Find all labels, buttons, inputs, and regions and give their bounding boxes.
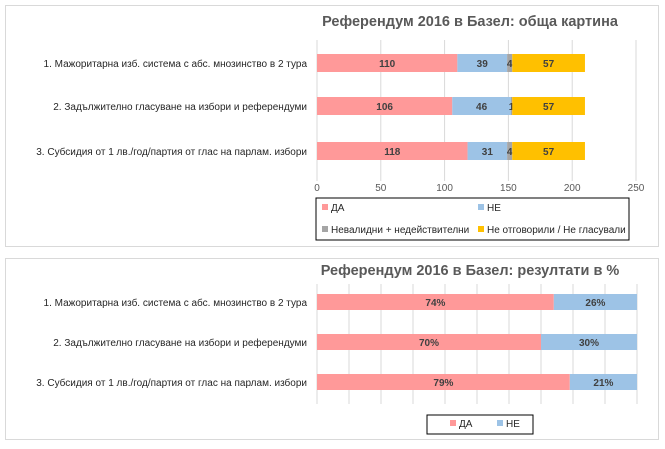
category-label: 2. Задължително гласуване на избори и ре…	[53, 101, 307, 113]
x-tick-label: 100	[436, 183, 453, 194]
bar-segment	[317, 142, 468, 160]
data-label: 70%	[419, 338, 439, 349]
data-label: 106	[376, 102, 393, 113]
legend-label: НЕ	[487, 203, 501, 214]
legend-swatch	[450, 420, 456, 426]
data-label: 21%	[593, 378, 613, 389]
bar-segment	[452, 97, 511, 115]
legend-swatch	[322, 204, 328, 210]
data-label: 30%	[579, 338, 599, 349]
data-label: 57	[543, 102, 555, 113]
legend-swatch	[322, 226, 328, 232]
legend-box	[315, 197, 630, 241]
legend-swatch	[497, 420, 503, 426]
bar-segment	[317, 374, 570, 390]
x-tick-label: 0	[314, 183, 320, 194]
category-label: 3. Субсидия от 1 лв./год/партия от глас …	[36, 146, 307, 158]
bar-segment	[569, 374, 637, 390]
bar-segment	[317, 294, 554, 310]
data-label: 26%	[585, 298, 605, 309]
data-label: 57	[543, 147, 555, 158]
data-label: 110	[379, 59, 396, 70]
x-tick-label: 150	[500, 183, 517, 194]
bar-segment	[317, 334, 541, 350]
bar-segment	[512, 97, 585, 115]
category-label: 1. Мажоритарна изб. система с абс. мнози…	[44, 297, 308, 309]
chart-title: Референдум 2016 в Базел: резултати в %	[321, 263, 620, 279]
x-tick-label: 50	[375, 183, 387, 194]
data-label: 39	[477, 59, 489, 70]
data-label: 74%	[425, 298, 445, 309]
bar-segment	[510, 97, 513, 115]
legend-swatch	[478, 204, 484, 210]
category-label: 3. Субсидия от 1 лв./год/партия от глас …	[36, 377, 307, 389]
chart-panel-overall	[5, 5, 659, 247]
bar-segment	[317, 97, 453, 115]
category-label: 2. Задължително гласуване на избори и ре…	[53, 337, 307, 349]
legend-label: Не отговорили / Не гласували	[487, 225, 626, 236]
data-label: 4	[507, 147, 513, 158]
bar-segment	[507, 54, 513, 72]
bar-segment	[467, 142, 508, 160]
bar-segment	[317, 54, 458, 72]
data-label: 79%	[433, 378, 453, 389]
data-label: 118	[384, 147, 401, 158]
bar-segment	[553, 294, 637, 310]
legend-swatch	[478, 226, 484, 232]
x-tick-label: 200	[564, 183, 581, 194]
chart-title: Референдум 2016 в Базел: обща картина	[322, 14, 619, 30]
category-label: 1. Мажоритарна изб. система с абс. мнози…	[44, 58, 308, 70]
bar-segment	[507, 142, 513, 160]
legend-label: Невалидни + недействителни	[331, 225, 469, 236]
data-label: 46	[476, 102, 488, 113]
bar-segment	[457, 54, 508, 72]
legend-box	[426, 414, 534, 435]
legend-label: ДА	[459, 419, 473, 430]
bar-segment	[541, 334, 637, 350]
legend-label: ДА	[331, 203, 345, 214]
data-label: 1	[509, 102, 515, 113]
x-tick-label: 250	[628, 183, 645, 194]
data-label: 57	[543, 59, 555, 70]
bar-segment	[512, 142, 585, 160]
data-label: 4	[507, 59, 513, 70]
data-label: 31	[482, 147, 494, 158]
bar-segment	[512, 54, 585, 72]
legend-label: НЕ	[506, 419, 520, 430]
